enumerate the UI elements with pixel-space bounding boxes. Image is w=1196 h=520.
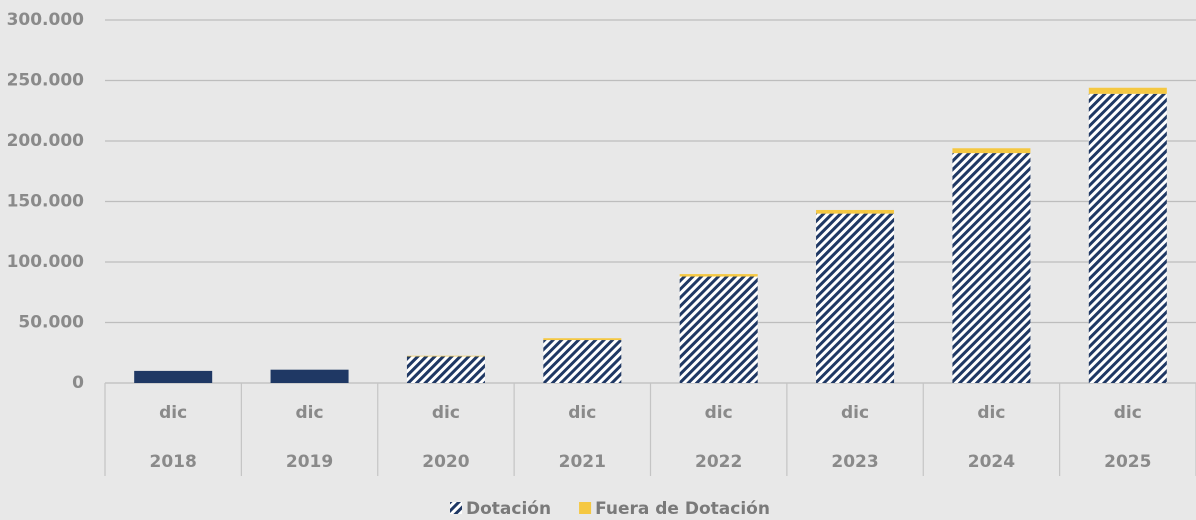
bar-segment xyxy=(270,369,349,383)
x-tick-label: 2023 xyxy=(831,452,878,472)
y-tick-label: 250.000 xyxy=(7,71,85,91)
y-tick-label: 0 xyxy=(72,373,84,393)
x-tick-label: dic xyxy=(432,403,460,423)
bar-segment xyxy=(952,148,1031,154)
legend-label: Fuera de Dotación xyxy=(595,499,770,519)
y-tick-label: 300.000 xyxy=(7,10,85,30)
x-tick-label: 2021 xyxy=(559,452,606,472)
x-tick-label: dic xyxy=(977,403,1005,423)
x-tick-label: 2020 xyxy=(422,452,469,472)
y-tick-label: 150.000 xyxy=(7,192,85,212)
x-tick-label: dic xyxy=(568,403,596,423)
x-tick-label: 2022 xyxy=(695,452,742,472)
legend-swatch xyxy=(450,502,462,514)
bar-segment xyxy=(679,276,758,383)
bar-segment xyxy=(406,356,485,383)
bar-segment xyxy=(816,209,895,214)
x-tick-label: dic xyxy=(841,403,869,423)
x-tick-label: 2019 xyxy=(286,452,333,472)
bar-segment xyxy=(543,338,622,341)
bar-segment xyxy=(543,340,622,383)
bar-segment xyxy=(816,213,895,383)
legend-label: Dotación xyxy=(466,499,551,519)
bar-segment xyxy=(134,370,213,383)
y-tick-label: 50.000 xyxy=(18,313,84,333)
x-tick-label: dic xyxy=(705,403,733,423)
y-tick-label: 200.000 xyxy=(7,131,85,151)
x-tick-label: dic xyxy=(159,403,187,423)
bar-segment xyxy=(406,355,485,357)
bar-segment xyxy=(952,153,1031,383)
legend-swatch xyxy=(579,502,592,514)
x-tick-label: 2018 xyxy=(150,452,197,472)
bar-segment xyxy=(1088,87,1167,94)
bar-segment xyxy=(679,274,758,277)
x-tick-label: dic xyxy=(1114,403,1142,423)
x-tick-label: 2025 xyxy=(1104,452,1151,472)
bar-segment xyxy=(1088,93,1167,383)
x-tick-label: 2024 xyxy=(968,452,1015,472)
x-tick-label: dic xyxy=(296,403,324,423)
y-tick-label: 100.000 xyxy=(7,252,85,272)
